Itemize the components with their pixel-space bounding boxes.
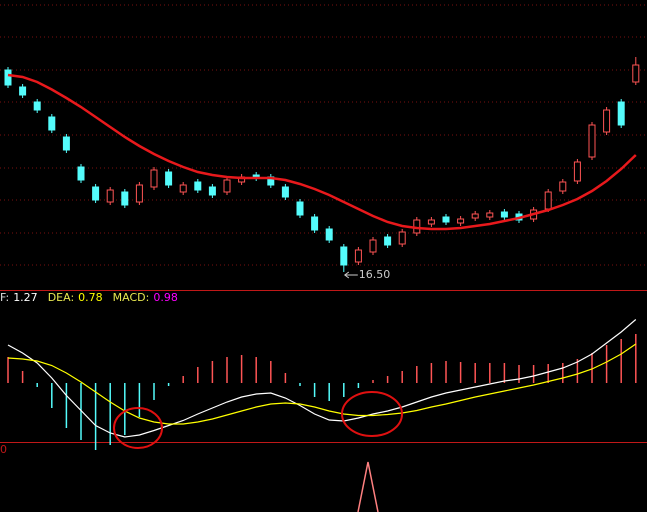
candle-body — [457, 218, 465, 224]
candle-body — [559, 181, 567, 192]
lower-panel-label: 0 — [0, 443, 7, 456]
candle-body — [179, 184, 187, 193]
candle-body — [500, 211, 508, 218]
candle-body — [296, 201, 304, 216]
candle-body — [208, 186, 216, 196]
legend-value: 1.27 — [13, 291, 38, 304]
candle-body — [311, 216, 319, 231]
candle-body — [588, 124, 596, 158]
candle-body — [325, 228, 333, 241]
candle-body — [77, 166, 85, 181]
candle-body — [281, 186, 289, 198]
candle-body — [354, 249, 362, 263]
candle-body — [106, 189, 114, 203]
candle-body — [223, 179, 231, 193]
candle-body — [165, 171, 173, 186]
candle-body — [150, 169, 158, 188]
candle-body — [92, 186, 100, 201]
highlight-circle — [113, 407, 163, 449]
candle-body — [135, 184, 143, 203]
price-grid — [0, 4, 647, 266]
indicator-line — [7, 319, 637, 438]
candle-body — [603, 109, 611, 133]
candle-body — [369, 239, 377, 253]
moving-average — [7, 73, 637, 231]
candle-body — [33, 101, 41, 111]
legend-name: MACD: — [113, 291, 150, 304]
candle-body — [4, 69, 12, 86]
candle-body — [427, 219, 435, 225]
candle-body — [632, 64, 640, 83]
lower-spike — [357, 461, 379, 512]
candle-body — [121, 191, 129, 206]
candle-body — [486, 212, 494, 218]
annotation-arrowhead — [343, 271, 350, 279]
candle-body — [384, 236, 392, 246]
legend-value: 0.78 — [78, 291, 103, 304]
indicator-line — [7, 343, 637, 425]
highlight-circle — [341, 391, 403, 437]
candle-body — [471, 213, 479, 219]
candle-body — [442, 216, 450, 223]
candle-body — [19, 86, 27, 96]
plot: 16.50 F: 1.27 DEA: 0.78 MACD: 0.98 — [0, 57, 640, 450]
candle-body — [573, 161, 581, 182]
legend-name: DEA: — [48, 291, 74, 304]
candle-body — [398, 231, 406, 245]
candle-body — [617, 101, 625, 126]
candle-body — [194, 181, 202, 191]
annotation: 16.50 — [359, 268, 391, 281]
legend-name: F: — [0, 291, 9, 304]
candle-body — [48, 116, 56, 131]
legend-value: 0.98 — [153, 291, 178, 304]
candle-body — [340, 246, 348, 266]
candle-body — [544, 191, 552, 210]
candle-body — [62, 136, 70, 151]
